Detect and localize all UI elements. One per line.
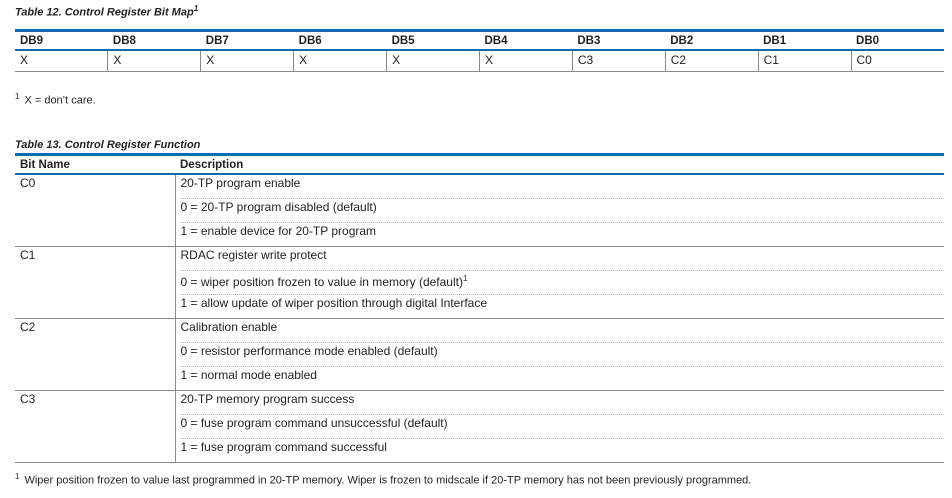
description-line: 1 = allow update of wiper position throu… (180, 294, 944, 318)
table12-caption: Table 12. Control Register Bit Map1 (15, 4, 199, 19)
cell-db2: C2 (664, 50, 759, 72)
footnote-mark: 1 (462, 274, 468, 283)
table13-footnote-mark: 1 (15, 472, 20, 481)
cell-db0: C0 (850, 50, 944, 72)
bit-map-table: DB9 DB8 DB7 DB6 DB5 DB4 DB3 DB2 DB1 DB0 … (15, 29, 944, 72)
description-line: 0 = fuse program command unsuccessful (d… (180, 414, 944, 438)
function-row-c0: C0 20-TP program enable 0 = 20-TP progra… (15, 174, 944, 247)
header-db8: DB8 (112, 34, 136, 47)
cell-db3: C3 (571, 50, 666, 72)
bit-name-c2: C2 (15, 318, 175, 391)
header-db5: DB5 (391, 34, 415, 47)
cell-db5: X (386, 50, 480, 72)
header-db3: DB3 (577, 34, 601, 47)
description-line: RDAC register write protect (180, 248, 327, 262)
function-row-c2: C2 Calibration enable 0 = resistor perfo… (15, 318, 944, 391)
function-row-c3: C3 20-TP memory program success 0 = fuse… (15, 390, 944, 463)
description-line: 1 = enable device for 20-TP program (180, 222, 944, 246)
bit-name-c1: C1 (15, 246, 175, 319)
header-bit-name: Bit Name (20, 158, 70, 171)
control-register-function-table: Bit Name Description C0 20-TP program en… (15, 153, 944, 463)
description-line: 20-TP program enable (180, 176, 301, 190)
header-description: Description (180, 158, 244, 171)
bit-map-row: X X X X X X C3 C2 C1 C0 (15, 50, 944, 72)
description-c3: 20-TP memory program success 0 = fuse pr… (174, 390, 944, 463)
description-line: 20-TP memory program success (180, 392, 355, 406)
bit-name-c3: C3 (15, 390, 175, 463)
cell-db6: X (293, 50, 387, 72)
description-line: Calibration enable (180, 320, 278, 334)
header-db9: DB9 (20, 34, 44, 47)
description-c0: 20-TP program enable 0 = 20-TP program d… (174, 174, 944, 247)
cell-db1: C1 (757, 50, 852, 72)
table12-footnote-mark: 1 (15, 92, 20, 101)
description-line: 0 = 20-TP program disabled (default) (180, 198, 944, 222)
description-line: 1 = fuse program command successful (180, 438, 944, 462)
table13-caption: Table 13. Control Register Function (15, 139, 201, 151)
cell-db9: X (15, 50, 108, 72)
header-db6: DB6 (298, 34, 322, 47)
table12-caption-footnote-mark: 1 (193, 4, 199, 13)
description-line: 0 = resistor performance mode enabled (d… (180, 342, 944, 366)
description-c2: Calibration enable 0 = resistor performa… (174, 318, 944, 391)
bit-map-header-row: DB9 DB8 DB7 DB6 DB5 DB4 DB3 DB2 DB1 DB0 (15, 30, 944, 50)
function-row-c1: C1 RDAC register write protect 0 = wiper… (15, 246, 944, 319)
description-c1: RDAC register write protect 0 = wiper po… (174, 246, 944, 319)
cell-db8: X (107, 50, 201, 72)
header-db0: DB0 (856, 34, 880, 47)
description-line: 1 = normal mode enabled (180, 366, 944, 390)
cell-db7: X (200, 50, 294, 72)
description-line: 0 = wiper position frozen to value in me… (180, 270, 944, 294)
header-db4: DB4 (484, 34, 508, 47)
cell-db4: X (478, 50, 573, 72)
header-db7: DB7 (205, 34, 229, 47)
bit-name-c0: C0 (15, 174, 175, 247)
function-header-row: Bit Name Description (15, 154, 944, 174)
table13-footnote: 1 Wiper position frozen to value last pro… (15, 472, 752, 487)
header-db2: DB2 (670, 34, 694, 47)
header-db1: DB1 (763, 34, 787, 47)
